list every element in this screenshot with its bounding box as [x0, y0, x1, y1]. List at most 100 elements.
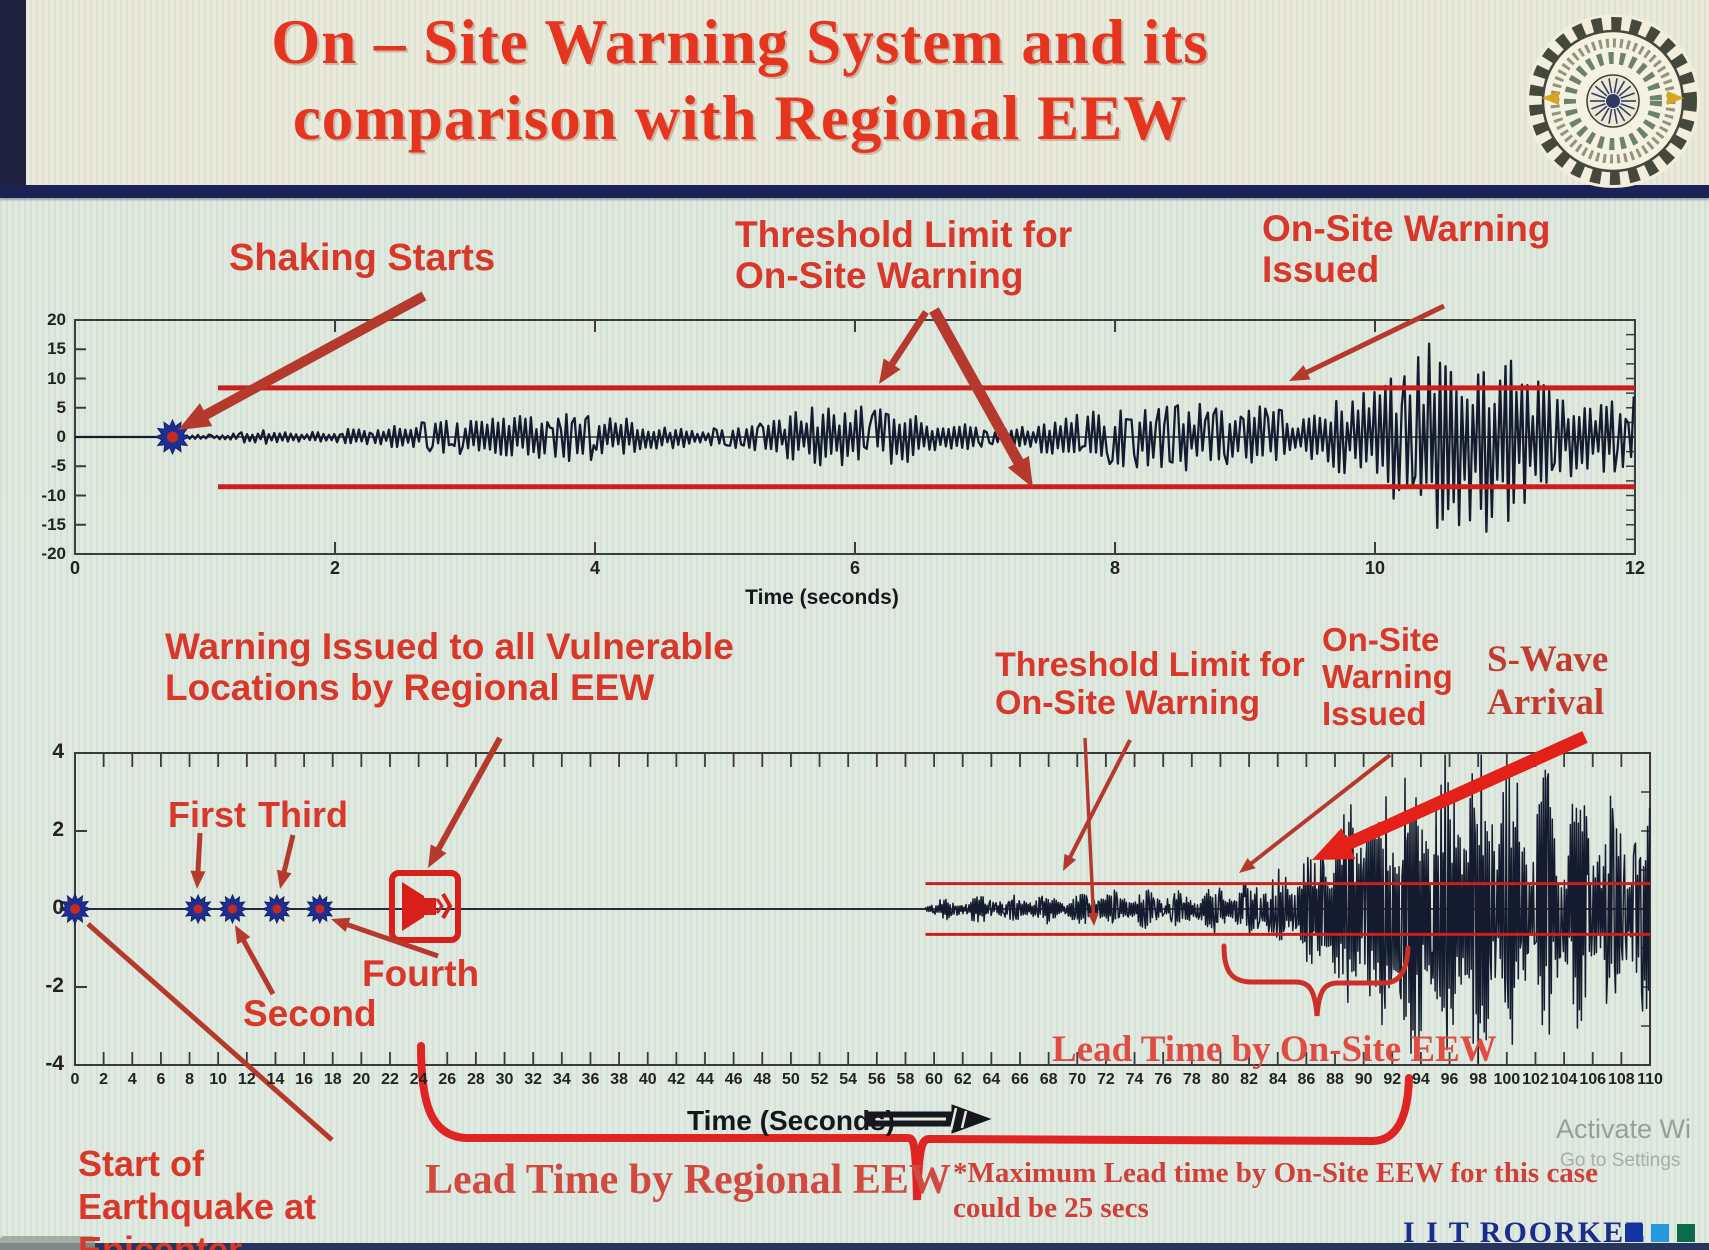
bottom-x-tick-label: 46 [724, 1071, 743, 1088]
bottom-x-tick-label: 36 [581, 1071, 600, 1088]
bottom-x-tick-label: 32 [524, 1071, 543, 1088]
bottom-x-tick-label: 28 [467, 1071, 485, 1088]
bottom-x-tick-label: 44 [696, 1071, 714, 1088]
bottom-x-tick-label: 100 [1493, 1071, 1521, 1088]
bottom-x-tick-label: 8 [185, 1071, 194, 1088]
bottom-x-tick-label: 30 [495, 1071, 514, 1088]
swave-arrival-label: S-Wave Arrival [1487, 638, 1608, 724]
bottom-left-smudge [0, 1236, 95, 1250]
bottom-y-tick-label: 0 [52, 896, 64, 919]
bottom-x-tick-label: 0 [70, 1071, 80, 1088]
bottom-x-tick-label: 86 [1297, 1071, 1316, 1088]
bottom-x-tick-label: 80 [1211, 1071, 1230, 1088]
start-of-earthquake-line1: Start of [78, 1143, 204, 1184]
bottom-x-tick-label: 64 [982, 1071, 1001, 1088]
bottom-x-tick-label: 38 [610, 1071, 628, 1088]
swave-arrival-line1: S-Wave [1487, 639, 1609, 680]
bottom-x-tick-label: 16 [295, 1071, 313, 1088]
swave-arrival-line2: Arrival [1487, 682, 1605, 723]
regional-warning-line1: Warning Issued to all Vulnerable [165, 626, 734, 667]
bottom-x-tick-label: 54 [839, 1071, 858, 1088]
onsite-warning-issued-top-line2: Issued [1262, 249, 1380, 291]
threshold-limit-top-label: Threshold Limit for On-Site Warning [735, 214, 1072, 297]
threshold-limit-bottom-line2: On-Site Warning [995, 684, 1261, 723]
onsite-warning-issued-bottom-label: On-Site Warning Issued [1322, 621, 1453, 733]
annotation-arrow [276, 834, 296, 889]
top-x-tick-label: 0 [69, 558, 81, 578]
bottom-x-tick-label: 6 [156, 1071, 166, 1088]
bottom-x-tick-label: 84 [1268, 1071, 1287, 1088]
regional-warning-line2: Locations by Regional EEW [165, 667, 655, 709]
top-y-tick-label: 15 [47, 339, 66, 359]
onsite-warning-issued-top-line1: On-Site Warning [1262, 208, 1551, 249]
bottom-x-tick-label: 104 [1550, 1071, 1578, 1088]
top-y-tick-label: 0 [56, 427, 66, 446]
bottom-x-tick-label: 82 [1240, 1071, 1258, 1088]
annotation-arrow [929, 307, 1033, 488]
p-detection-third-label: Third [258, 794, 348, 835]
bottom-x-tick-label: 108 [1608, 1071, 1635, 1088]
onsite-warning-issued-bottom-line2: Warning [1322, 657, 1453, 695]
annotation-arrow [428, 736, 503, 868]
lead-time-onsite-bracket [1221, 943, 1411, 1017]
annotation-arrow [178, 291, 427, 430]
time-direction-arrow-icon [864, 1104, 992, 1134]
bottom-x-tick-label: 106 [1579, 1071, 1607, 1088]
start-of-earthquake-line3: Epicenter [78, 1229, 243, 1250]
top-x-tick-label: 12 [1624, 558, 1646, 578]
seismogram-trace [75, 342, 1635, 533]
brand-square-lightblue [1651, 1224, 1669, 1242]
bottom-y-tick-label: -2 [45, 974, 64, 997]
regional-warning-label: Warning Issued to all Vulnerable Locatio… [165, 626, 734, 709]
threshold-limit-bottom-label: Threshold Limit for On-Site Warning [995, 646, 1305, 722]
lead-time-regional-label: Lead Time by Regional EEW [425, 1157, 951, 1203]
lead-time-onsite-label: Lead Time by On-Site EEW [1052, 1029, 1497, 1070]
start-of-earthquake-label: Start of Earthquake at Epicenter [78, 1142, 316, 1250]
bottom-x-tick-label: 42 [667, 1071, 686, 1088]
top-x-tick-label: 8 [1109, 558, 1121, 578]
annotation-arrow [1063, 739, 1132, 871]
bottom-x-tick-label: 88 [1326, 1071, 1344, 1088]
bottom-x-tick-label: 60 [925, 1071, 943, 1088]
top-y-tick-label: 10 [47, 368, 66, 388]
regional-warning-siren-icon [389, 870, 461, 943]
onsite-warning-issued-top-label: On-Site Warning Issued [1262, 208, 1550, 291]
bottom-x-tick-label: 78 [1182, 1071, 1201, 1088]
seismogram-trace [75, 754, 1651, 1064]
top-x-tick-label: 10 [1364, 558, 1386, 578]
bottom-y-tick-label: 4 [52, 740, 64, 763]
bottom-y-tick-label: 2 [52, 818, 64, 841]
top-x-tick-label: 2 [329, 558, 341, 578]
annotation-arrow [1239, 753, 1392, 873]
max-lead-time-footnote: *Maximum Lead time by On-Site EEW for th… [953, 1156, 1598, 1227]
bottom-x-tick-label: 10 [209, 1071, 228, 1088]
activate-windows-watermark: Activate Wi [1556, 1114, 1692, 1144]
bottom-x-tick-label: 96 [1440, 1071, 1459, 1088]
slide-title-line2: comparison with Regional EEW [292, 83, 1188, 153]
bottom-x-tick-label: 110 [1637, 1071, 1663, 1088]
bottom-x-tick-label: 102 [1522, 1071, 1549, 1088]
start-of-earthquake-line2: Earthquake at [78, 1186, 317, 1228]
slide-title-line1: On – Site Warning System and its [271, 7, 1209, 77]
annotation-arrow [331, 917, 439, 959]
bottom-x-tick-label: 62 [953, 1071, 972, 1088]
bottom-x-tick-label: 34 [552, 1071, 571, 1088]
bottom-y-tick-label: -4 [45, 1052, 64, 1075]
bottom-x-tick-label: 58 [896, 1071, 915, 1088]
bottom-x-tick-label: 48 [753, 1071, 772, 1088]
bottom-x-tick-label: 50 [782, 1071, 800, 1088]
bottom-edge-strip [0, 1243, 1709, 1250]
bottom-x-tick-label: 66 [1011, 1071, 1029, 1088]
top-y-tick-label: -20 [41, 544, 66, 563]
bottom-x-tick-label: 72 [1097, 1071, 1115, 1088]
max-lead-time-footnote-line2: could be 25 secs [953, 1192, 1149, 1225]
top-y-tick-label: -10 [41, 485, 66, 505]
max-lead-time-footnote-line1: *Maximum Lead time by On-Site EEW for th… [953, 1157, 1598, 1189]
bottom-x-tick-label: 20 [352, 1071, 371, 1088]
annotation-arrow [1312, 731, 1588, 860]
p-detection-first-label: First [168, 794, 247, 835]
top-y-tick-label: -5 [50, 456, 66, 476]
bottom-x-tick-label: 94 [1412, 1071, 1430, 1088]
top-y-tick-label: 20 [47, 310, 66, 329]
